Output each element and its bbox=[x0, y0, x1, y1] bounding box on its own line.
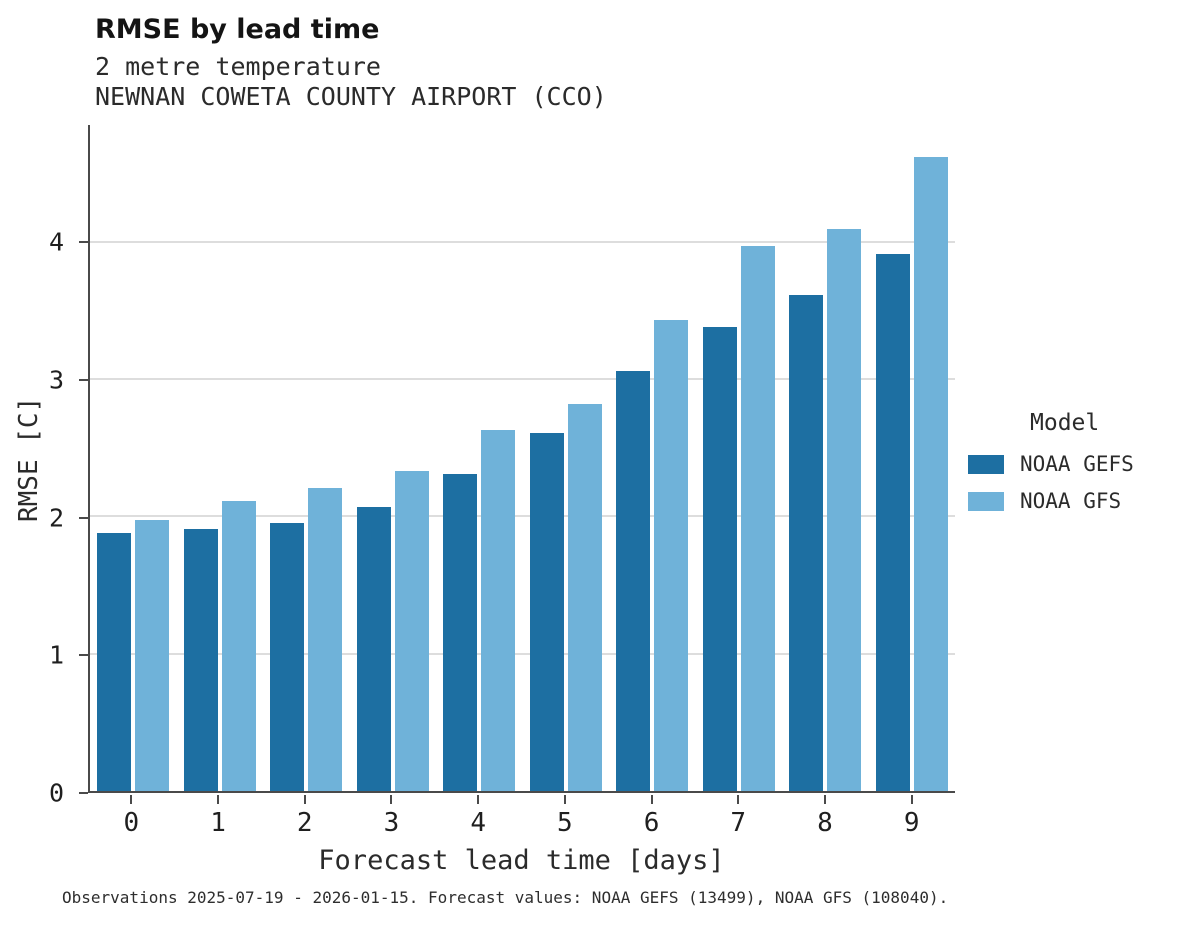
plot-area bbox=[88, 125, 955, 793]
bar-noaa-gfs-lead-7 bbox=[740, 245, 775, 791]
y-tick-label-4: 4 bbox=[48, 227, 64, 257]
x-tick-label-0: 0 bbox=[123, 808, 140, 838]
gridline-y-2 bbox=[90, 515, 955, 518]
x-axis-label: Forecast lead time [days] bbox=[318, 845, 725, 876]
legend-entry-noaa-gefs: NOAA GEFS bbox=[968, 452, 1134, 476]
bar-noaa-gefs-lead-9 bbox=[875, 254, 910, 791]
bar-noaa-gefs-lead-4 bbox=[443, 473, 478, 791]
y-tick-label-3: 3 bbox=[48, 365, 64, 395]
bar-noaa-gfs-lead-4 bbox=[481, 429, 516, 791]
x-tick-mark-1 bbox=[217, 795, 220, 804]
x-tick-label-5: 5 bbox=[557, 808, 573, 838]
bar-noaa-gfs-lead-3 bbox=[394, 471, 429, 791]
y-axis-ticks: 0 1 2 3 4 bbox=[0, 125, 88, 808]
x-tick-label-8: 8 bbox=[817, 808, 833, 838]
bar-noaa-gefs-lead-8 bbox=[789, 295, 824, 791]
legend-entry-noaa-gfs: NOAA GFS bbox=[968, 489, 1134, 513]
bar-noaa-gefs-lead-5 bbox=[529, 432, 564, 791]
gridline-y-4 bbox=[90, 240, 955, 243]
y-tick-mark-4 bbox=[79, 241, 88, 244]
gridline-y-1 bbox=[90, 652, 955, 655]
caption: Observations 2025-07-19 - 2026-01-15. Fo… bbox=[62, 888, 949, 907]
chart-title: RMSE by lead time bbox=[95, 14, 380, 45]
x-tick-mark-3 bbox=[390, 795, 393, 804]
bar-noaa-gefs-lead-2 bbox=[270, 523, 305, 791]
x-tick-mark-0 bbox=[130, 795, 133, 804]
x-tick-label-1: 1 bbox=[210, 808, 226, 838]
x-tick-mark-4 bbox=[477, 795, 480, 804]
x-tick-mark-6 bbox=[650, 795, 653, 804]
y-tick-label-2: 2 bbox=[48, 503, 64, 533]
chart-subtitle-station: NEWNAN COWETA COUNTY AIRPORT (CCO) bbox=[95, 82, 607, 111]
bar-noaa-gfs-lead-6 bbox=[654, 320, 689, 791]
legend-entries: NOAA GEFS NOAA GFS bbox=[968, 452, 1134, 513]
x-tick-mark-9 bbox=[910, 795, 913, 804]
bar-noaa-gfs-lead-5 bbox=[567, 403, 602, 791]
bar-group-7 bbox=[702, 125, 775, 791]
bar-group-4 bbox=[443, 125, 516, 791]
bar-noaa-gefs-lead-1 bbox=[183, 528, 218, 791]
y-tick-mark-0 bbox=[79, 792, 88, 794]
legend-swatch-noaa-gfs bbox=[968, 491, 1004, 511]
bar-noaa-gefs-lead-3 bbox=[356, 506, 391, 791]
x-tick-mark-2 bbox=[303, 795, 306, 804]
chart-subtitle-variable: 2 metre temperature bbox=[95, 52, 381, 81]
x-tick-label-3: 3 bbox=[383, 808, 400, 838]
bar-noaa-gefs-lead-0 bbox=[97, 532, 132, 791]
legend: Model NOAA GEFS NOAA GFS bbox=[968, 410, 1134, 526]
bar-group-5 bbox=[529, 125, 602, 791]
y-tick-mark-3 bbox=[79, 378, 88, 381]
legend-title: Model bbox=[1030, 410, 1100, 436]
gridline-y-3 bbox=[90, 378, 955, 381]
x-tick-label-9: 9 bbox=[903, 808, 920, 838]
bar-noaa-gfs-lead-1 bbox=[221, 501, 256, 791]
x-tick-mark-8 bbox=[823, 795, 826, 804]
legend-swatch-noaa-gefs bbox=[968, 454, 1004, 474]
x-tick-mark-5 bbox=[563, 795, 566, 804]
bar-noaa-gfs-lead-9 bbox=[913, 156, 948, 791]
bar-noaa-gfs-lead-8 bbox=[827, 229, 862, 791]
legend-label-noaa-gfs: NOAA GFS bbox=[1020, 489, 1122, 513]
x-tick-label-7: 7 bbox=[730, 808, 747, 838]
bar-group-8 bbox=[789, 125, 862, 791]
legend-label-noaa-gefs: NOAA GEFS bbox=[1020, 452, 1134, 476]
x-tick-label-2: 2 bbox=[296, 808, 313, 838]
bar-group-0 bbox=[97, 125, 170, 791]
y-tick-mark-2 bbox=[79, 516, 88, 519]
y-tick-label-1: 1 bbox=[48, 640, 64, 670]
y-tick-label-0: 0 bbox=[48, 778, 64, 808]
x-tick-label-6: 6 bbox=[643, 808, 660, 838]
bar-group-2 bbox=[270, 125, 343, 791]
x-axis-ticks: 0 1 2 3 4 5 6 7 8 9 bbox=[88, 795, 955, 841]
bar-noaa-gfs-lead-2 bbox=[308, 487, 343, 791]
bar-group-1 bbox=[183, 125, 256, 791]
bar-noaa-gefs-lead-6 bbox=[616, 370, 651, 791]
bar-groups bbox=[90, 125, 955, 791]
bar-noaa-gefs-lead-7 bbox=[702, 326, 737, 791]
bar-group-6 bbox=[616, 125, 689, 791]
bar-group-9 bbox=[875, 125, 948, 791]
x-tick-label-4: 4 bbox=[470, 808, 486, 838]
x-tick-mark-7 bbox=[737, 795, 740, 804]
y-tick-mark-1 bbox=[79, 654, 88, 657]
bar-noaa-gfs-lead-0 bbox=[135, 520, 170, 791]
bar-group-3 bbox=[356, 125, 429, 791]
